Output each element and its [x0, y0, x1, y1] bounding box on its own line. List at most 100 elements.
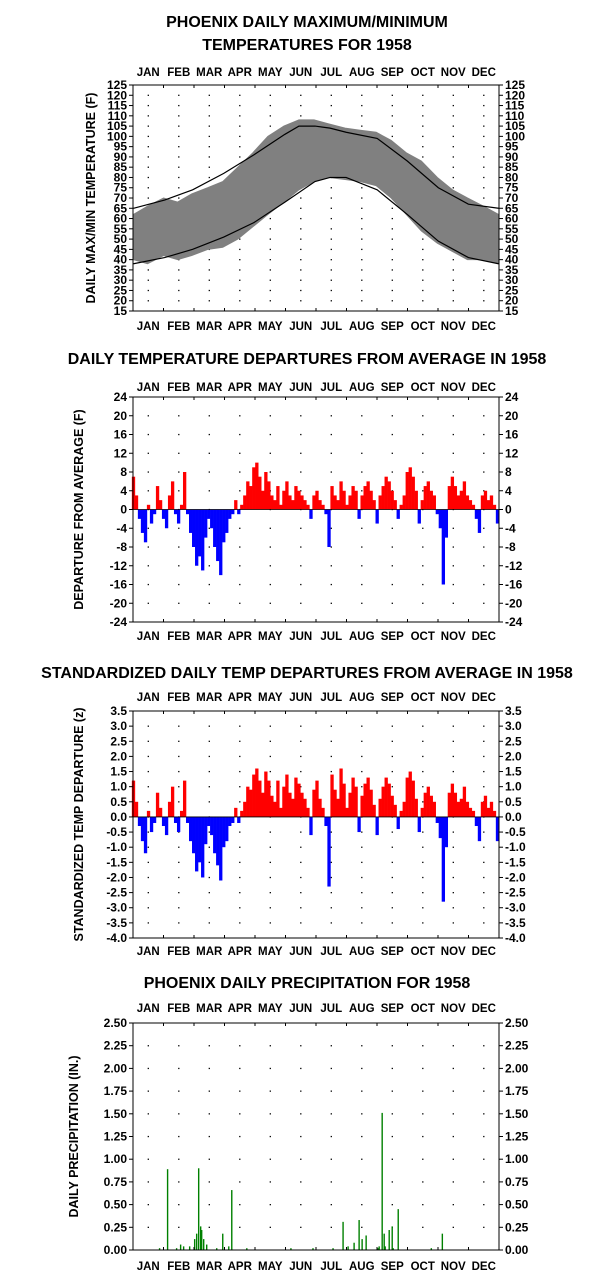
negative-departure-bar	[237, 509, 241, 515]
grid-dot	[391, 1135, 393, 1138]
grid-dot	[269, 125, 271, 127]
positive-departure-bar	[414, 490, 418, 510]
grid-dot	[208, 1226, 210, 1228]
grid-dot	[208, 801, 210, 803]
grid-dot	[178, 770, 180, 773]
positive-departure-bar	[450, 783, 455, 817]
positive-departure-bar	[167, 801, 172, 817]
grid-dot	[239, 125, 241, 127]
y-tick-label-left: -0.5	[106, 825, 127, 839]
y-tick-label-right: 2.5	[505, 734, 522, 748]
grid-dot	[239, 546, 241, 548]
precip-bar	[216, 1248, 218, 1250]
precip-bar	[332, 1248, 334, 1250]
negative-departure-bar	[219, 816, 223, 881]
grid-dot	[208, 452, 210, 454]
grid-dot	[483, 279, 485, 281]
positive-departure-bar	[158, 500, 163, 510]
precip-bar	[312, 1248, 314, 1250]
positive-departure-bar	[456, 801, 461, 817]
grid-dot	[269, 1135, 271, 1138]
y-tick-label-left: 16	[114, 428, 128, 442]
grid-dot	[330, 471, 332, 473]
y-tick-label-left: 40	[114, 253, 128, 267]
grid-dot	[147, 197, 149, 199]
positive-departure-bar	[423, 486, 427, 510]
grid-dot	[330, 583, 332, 586]
month-label-bottom: AUG	[349, 1261, 375, 1273]
precip-bar	[353, 1242, 355, 1250]
grid-dot	[208, 135, 210, 138]
grid-dot	[208, 892, 210, 894]
positive-departure-bar	[249, 789, 253, 817]
y-tick-label-right: 1.25	[505, 1130, 529, 1144]
grid-dot	[208, 546, 210, 548]
grid-dot	[452, 289, 454, 292]
negative-departure-bar	[216, 816, 220, 866]
grid-dot	[330, 269, 332, 271]
grid-dot	[330, 846, 332, 848]
grid-dot	[391, 289, 393, 292]
positive-departure-bar	[492, 504, 497, 510]
y-tick-label-left: 2.50	[104, 1016, 128, 1030]
grid-dot	[147, 490, 149, 492]
departure-bars	[131, 768, 500, 902]
grid-dot	[422, 876, 424, 879]
month-label-bottom: JUN	[289, 631, 312, 643]
y-ticks: -4.0 -4.0-3.5 -3.5-3.0 -3.0-2.5 -2.5-2.0 -2.0…	[106, 704, 526, 945]
grid-dot	[208, 831, 210, 833]
negative-departure-bar	[143, 509, 148, 543]
positive-departure-bar	[351, 486, 355, 510]
precip-bar	[231, 1190, 233, 1250]
grid-dot	[483, 176, 485, 179]
grid-dot	[239, 527, 241, 529]
positive-departure-bar	[390, 490, 394, 510]
grid-dot	[452, 1113, 454, 1115]
positive-departure-bar	[318, 798, 322, 817]
grid-dot	[239, 415, 241, 417]
month-label-top: FEB	[167, 692, 190, 704]
grid-dot	[147, 176, 149, 179]
grid-dot	[147, 755, 149, 758]
grid-dot	[483, 146, 485, 148]
grid-dot	[239, 259, 241, 261]
negative-departure-bar	[222, 509, 226, 543]
grid-dot	[239, 725, 241, 727]
grid-dot	[422, 907, 424, 909]
month-label-bottom: NOV	[441, 321, 466, 333]
positive-departure-bar	[131, 780, 136, 817]
positive-departure-bar	[258, 476, 262, 510]
grid-dot	[178, 415, 180, 417]
grid-dot	[269, 1181, 271, 1183]
grid-dot	[452, 94, 454, 96]
grid-dot	[269, 238, 271, 240]
positive-departure-bar	[261, 490, 265, 510]
grid-dot	[361, 770, 363, 773]
grid-dot	[330, 187, 332, 189]
positive-departure-bar	[414, 798, 418, 817]
grid-dot	[178, 279, 180, 281]
month-label-bottom: JUL	[320, 1261, 342, 1273]
precip-bar	[195, 1233, 198, 1250]
grid-dot	[269, 452, 271, 454]
y-tick-label-left: 25	[114, 283, 128, 297]
precip-bar	[182, 1246, 185, 1250]
positive-departure-bar	[246, 481, 250, 510]
positive-departure-bar	[423, 792, 427, 817]
negative-departure-bar	[237, 816, 241, 823]
grid-dot	[178, 740, 180, 742]
y-tick-label-left: 115	[108, 99, 128, 113]
negative-departure-bar	[324, 816, 328, 827]
grid-dot	[361, 861, 363, 864]
positive-departure-bar	[336, 500, 340, 510]
grid-dot	[300, 269, 302, 271]
positive-departure-bar	[182, 472, 187, 510]
negative-departure-bar	[213, 509, 217, 547]
y-tick-label-right: 2.0	[505, 749, 522, 763]
grid-dot	[147, 846, 149, 848]
grid-dot	[361, 565, 363, 567]
grid-dot	[452, 546, 454, 548]
grid-dot	[269, 831, 271, 833]
grid-dot	[452, 831, 454, 833]
positive-departure-bar	[363, 783, 367, 817]
